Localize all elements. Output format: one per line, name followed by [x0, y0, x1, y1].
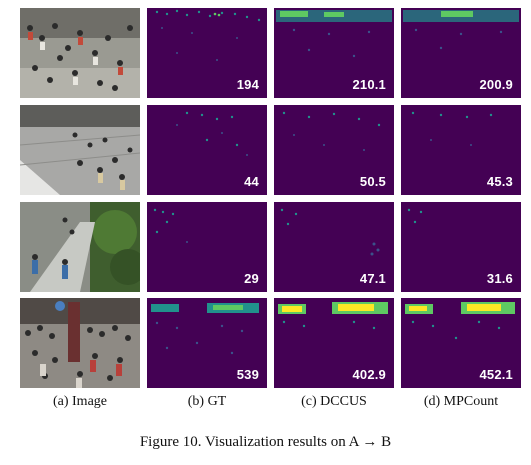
gt-count-1: 194 — [236, 77, 259, 92]
density-map — [274, 8, 394, 98]
density-map — [147, 298, 267, 388]
gt-density-1: 194 — [147, 8, 267, 98]
crowd-image-3 — [20, 202, 140, 292]
dccus-count-3: 47.1 — [359, 271, 386, 286]
dccus-density-4: 402.9 — [274, 298, 394, 388]
crowd-photo-4 — [20, 298, 140, 388]
caption-image: (a) Image — [52, 394, 108, 409]
gt-count-4: 539 — [236, 367, 259, 382]
dccus-density-2: 50.5 — [274, 105, 394, 195]
density-map — [401, 105, 521, 195]
caption-mpcount: (d) MPCount — [423, 394, 499, 409]
dccus-count-1: 210.1 — [352, 77, 386, 92]
density-map — [147, 202, 267, 292]
mpcount-count-3: 31.6 — [486, 271, 513, 286]
dccus-density-1: 210.1 — [274, 8, 394, 98]
mpcount-count-4: 452.1 — [479, 367, 513, 382]
density-map — [147, 8, 267, 98]
mpcount-density-4: 452.1 — [401, 298, 521, 388]
column-gt: 194 44 29 5 — [147, 8, 267, 388]
figure-caption: Figure 10. Visualization results on A → … — [139, 434, 392, 450]
column-dccus: 210.1 50.5 47.1 — [274, 8, 394, 388]
dccus-count-2: 50.5 — [359, 174, 386, 189]
density-map — [401, 298, 521, 388]
mpcount-count-2: 45.3 — [486, 174, 513, 189]
crowd-photo-1 — [20, 8, 140, 98]
mpcount-count-1: 200.9 — [479, 77, 513, 92]
mpcount-density-2: 45.3 — [401, 105, 521, 195]
density-map — [274, 202, 394, 292]
gt-density-3: 29 — [147, 202, 267, 292]
gt-density-2: 44 — [147, 105, 267, 195]
density-map — [274, 105, 394, 195]
gt-density-4: 539 — [147, 298, 267, 388]
column-image — [20, 8, 140, 388]
crowd-image-2 — [20, 105, 140, 195]
density-map — [274, 298, 394, 388]
mpcount-density-1: 200.9 — [401, 8, 521, 98]
figure-grid: 194 44 29 5 — [20, 8, 526, 388]
caption-gt: (b) GT — [187, 394, 227, 409]
crowd-image-4 — [20, 298, 140, 388]
density-map — [147, 105, 267, 195]
crowd-photo-3 — [20, 202, 140, 292]
column-mpcount: 200.9 45.3 31.6 — [401, 8, 521, 388]
crowd-image-1 — [20, 8, 140, 98]
mpcount-density-3: 31.6 — [401, 202, 521, 292]
gt-count-3: 29 — [244, 271, 259, 286]
crowd-photo-2 — [20, 105, 140, 195]
dccus-density-3: 47.1 — [274, 202, 394, 292]
caption-dccus: (c) DCCUS — [301, 394, 367, 409]
gt-count-2: 44 — [244, 174, 259, 189]
dccus-count-4: 402.9 — [352, 367, 386, 382]
density-map — [401, 202, 521, 292]
density-map — [401, 8, 521, 98]
